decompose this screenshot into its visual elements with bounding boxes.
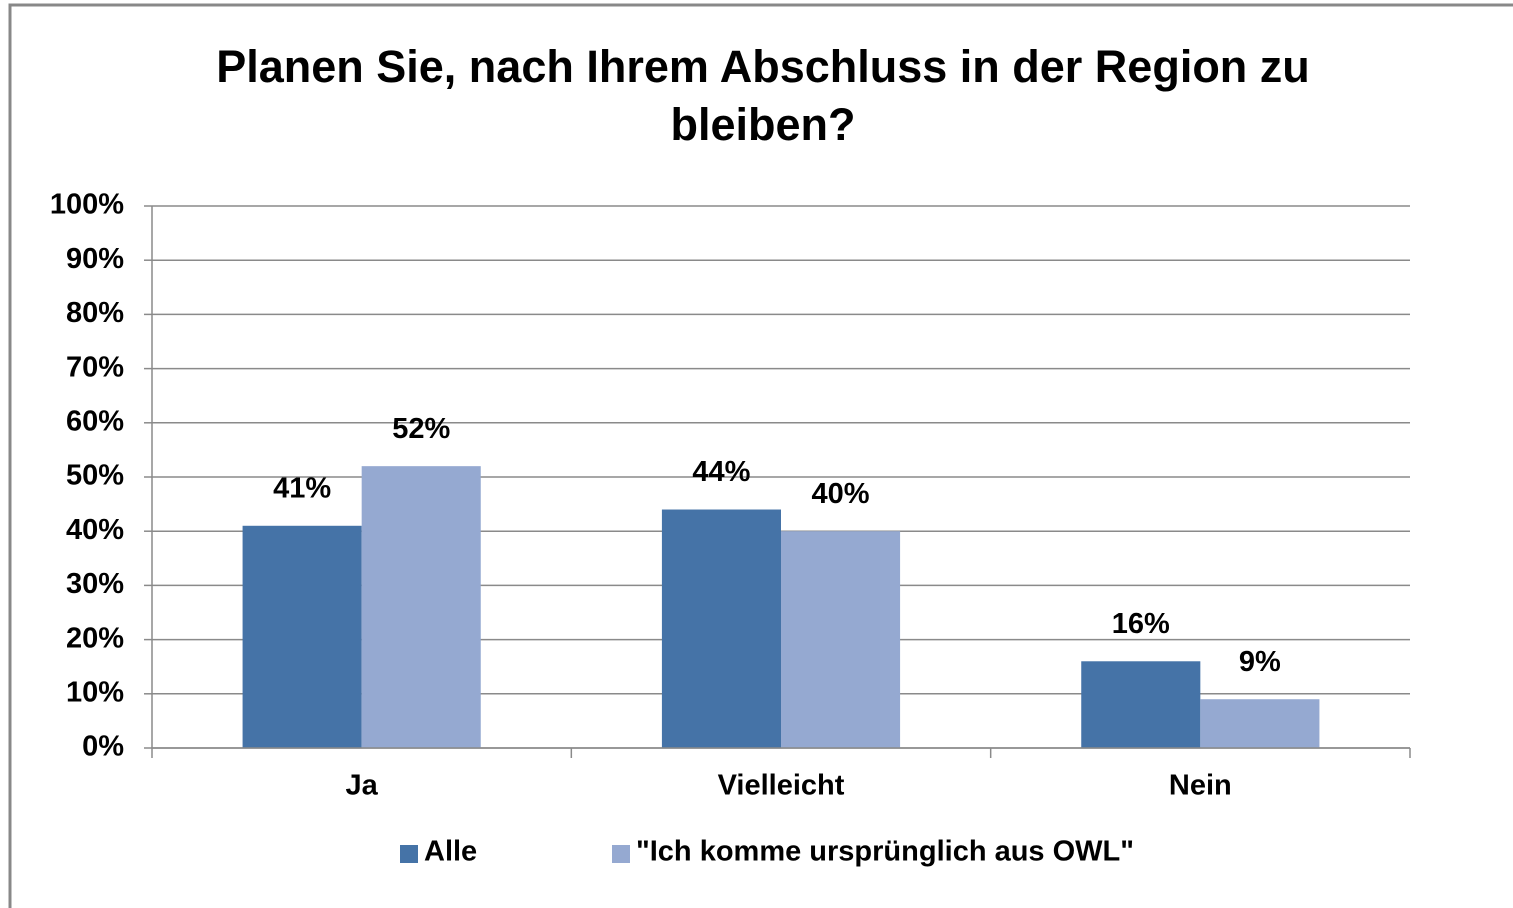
bar bbox=[661, 509, 781, 748]
data-label: 44% bbox=[692, 456, 750, 488]
data-label: 9% bbox=[1239, 646, 1281, 678]
chart-title: Planen Sie, nach Ihrem Abschluss in der … bbox=[216, 41, 1310, 150]
legend-swatch bbox=[400, 845, 418, 863]
chart-border bbox=[8, 3, 1513, 908]
bar bbox=[361, 466, 481, 748]
y-tick-label: 50% bbox=[66, 460, 124, 492]
y-tick-label: 60% bbox=[66, 405, 124, 437]
y-tick-label: 100% bbox=[50, 189, 124, 221]
data-label: 52% bbox=[392, 413, 450, 445]
bar bbox=[781, 531, 901, 748]
y-tick-label: 40% bbox=[66, 514, 124, 546]
y-tick-label: 0% bbox=[82, 731, 124, 763]
x-tick-label: Vielleicht bbox=[718, 770, 845, 802]
legend-label: Alle bbox=[424, 836, 477, 868]
legend-label: "Ich komme ursprünglich aus OWL" bbox=[636, 836, 1134, 868]
bar bbox=[1081, 661, 1201, 748]
y-tick-label: 90% bbox=[66, 243, 124, 275]
data-label: 40% bbox=[812, 478, 870, 510]
x-tick-label: Nein bbox=[1169, 770, 1232, 802]
y-tick-label: 70% bbox=[66, 351, 124, 383]
x-tick-label: Ja bbox=[346, 770, 379, 802]
bar bbox=[1200, 699, 1320, 748]
y-tick-label: 20% bbox=[66, 622, 124, 654]
y-tick-label: 80% bbox=[66, 297, 124, 329]
y-tick-label: 30% bbox=[66, 568, 124, 600]
legend-swatch bbox=[612, 845, 630, 863]
bar bbox=[242, 525, 362, 748]
data-label: 16% bbox=[1112, 608, 1170, 640]
data-label: 41% bbox=[273, 472, 331, 504]
y-tick-label: 10% bbox=[66, 676, 124, 708]
